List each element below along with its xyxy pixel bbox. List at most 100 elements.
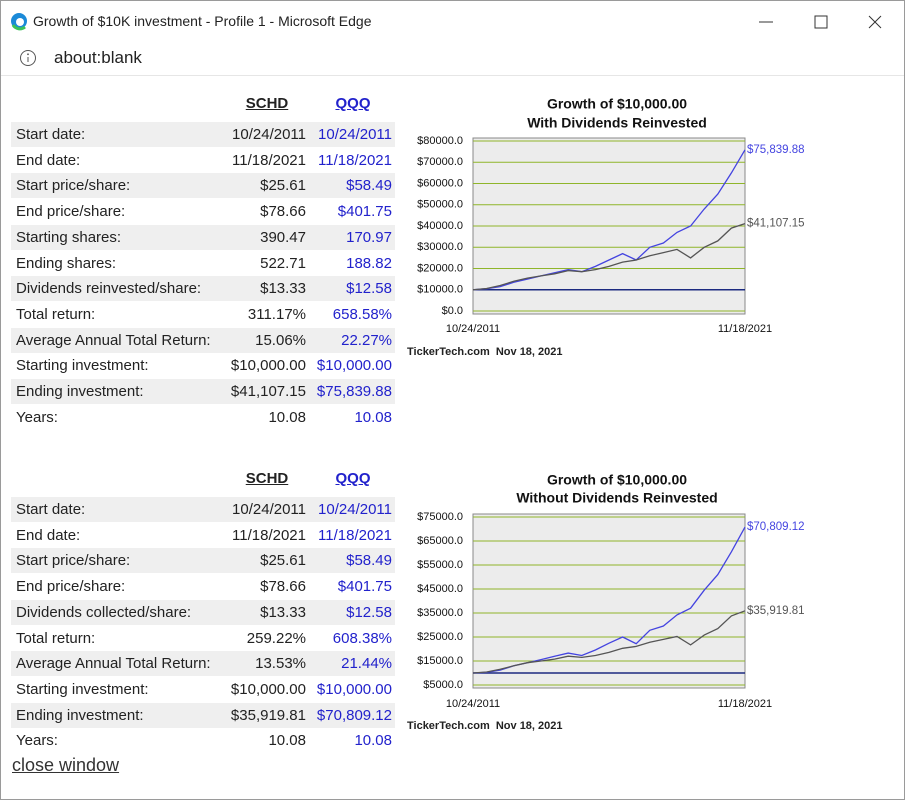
table-row: Average Annual Total Return: 13.53% 21.44% <box>11 651 395 677</box>
y-tick-label: $80000.0 <box>417 135 463 147</box>
table-row: Start price/share: $25.61 $58.49 <box>11 173 395 199</box>
value-label: $41,107.15 <box>747 218 805 230</box>
chart-subtitle: With Dividends Reinvested <box>527 115 707 131</box>
row-label: Total return: <box>16 305 96 323</box>
table-row: Years: 10.08 10.08 <box>11 728 395 754</box>
qqq-value: 170.97 <box>346 228 392 246</box>
schd-value: 10/24/2011 <box>232 501 306 518</box>
table-row: Ending shares: 522.71 188.82 <box>11 250 395 276</box>
qqq-value: $58.49 <box>346 552 392 570</box>
qqq-value: 11/18/2021 <box>318 526 392 544</box>
table-row: Starting investment: $10,000.00 $10,000.00 <box>11 353 395 379</box>
table-row: Dividends collected/share: $13.33 $12.58 <box>11 599 395 625</box>
col-header[interactable]: SCHD <box>245 470 289 487</box>
row-label: Dividends collected/share: <box>16 603 192 621</box>
schd-value: 522.71 <box>260 254 306 272</box>
schd-value: 11/18/2021 <box>232 526 306 544</box>
y-tick-label: $60000.0 <box>417 177 463 189</box>
y-tick-label: $20000.0 <box>417 262 463 274</box>
x-tick-label: 10/24/2011 <box>446 323 500 335</box>
series-line <box>472 610 746 674</box>
schd-value: 11/18/2021 <box>232 151 306 169</box>
series-line <box>472 222 746 291</box>
row-label: Start price/share: <box>16 177 131 195</box>
schd-value: $78.66 <box>260 578 306 596</box>
schd-value: 10.08 <box>268 408 306 426</box>
qqq-value: 10.08 <box>354 408 392 426</box>
qqq-value: 22.27% <box>341 331 392 349</box>
row-label: Starting investment: <box>16 357 149 375</box>
x-tick-label: 11/18/2021 <box>718 698 772 710</box>
qqq-value: $58.49 <box>346 177 392 195</box>
col-header[interactable]: QQQ <box>335 470 371 487</box>
table-row: Start date: 10/24/2011 10/24/2011 <box>11 497 395 522</box>
qqq-value: 10.08 <box>354 732 392 750</box>
schd-value: $78.66 <box>260 203 306 221</box>
schd-value: $35,919.81 <box>230 706 306 724</box>
qqq-value: 188.82 <box>346 254 392 272</box>
close-link[interactable]: close window <box>12 755 120 775</box>
schd-value: 10/24/2011 <box>232 126 306 143</box>
y-tick-label: $5000.0 <box>423 679 463 691</box>
info-icon[interactable] <box>19 49 37 67</box>
table-row: Start price/share: $25.61 $58.49 <box>11 548 395 574</box>
qqq-value: 11/18/2021 <box>318 151 392 169</box>
y-tick-label: $40000.0 <box>417 220 463 232</box>
y-tick-label: $55000.0 <box>417 559 463 571</box>
schd-value: $10,000.00 <box>230 680 306 698</box>
y-tick-label: $15000.0 <box>417 655 463 667</box>
row-label: Years: <box>16 732 58 750</box>
table-row: End price/share: $78.66 $401.75 <box>11 574 395 600</box>
series-line <box>472 149 746 291</box>
row-label: Average Annual Total Return: <box>16 331 211 349</box>
row-label: Ending shares: <box>16 254 117 272</box>
schd-value: 390.47 <box>260 228 306 246</box>
y-tick-label: $45000.0 <box>417 583 463 595</box>
col-header[interactable]: QQQ <box>335 95 371 112</box>
qqq-value: $10,000.00 <box>316 680 392 698</box>
schd-value: 259.22% <box>246 629 306 647</box>
row-label: Dividends reinvested/share: <box>16 280 202 298</box>
value-label: $70,809.12 <box>747 521 805 533</box>
y-tick-label: $35000.0 <box>417 607 463 619</box>
value-label: $35,919.81 <box>747 605 805 617</box>
table-row: Start date: 10/24/2011 10/24/2011 <box>11 122 395 147</box>
table-row: Starting shares: 390.47 170.97 <box>11 224 395 250</box>
schd-value: 10.08 <box>268 732 306 750</box>
qqq-value: 21.44% <box>341 655 392 673</box>
address-text[interactable]: about:blank <box>54 48 142 67</box>
chart-subtitle: Without Dividends Reinvested <box>516 490 717 506</box>
row-label: Start date: <box>16 126 86 143</box>
row-label: Starting shares: <box>16 228 122 246</box>
table-row: Starting investment: $10,000.00 $10,000.00 <box>11 676 395 702</box>
qqq-value: $12.58 <box>346 280 392 298</box>
table-row: Average Annual Total Return: 15.06% 22.27% <box>11 327 395 353</box>
y-tick-label: $70000.0 <box>417 156 463 168</box>
row-label: Ending investment: <box>16 706 144 724</box>
y-tick-label: $0.0 <box>442 305 463 317</box>
col-header[interactable]: SCHD <box>245 95 289 112</box>
table-row: Total return: 311.17% 658.58% <box>11 301 395 327</box>
schd-value: 15.06% <box>255 331 306 349</box>
row-label: Start date: <box>16 501 86 518</box>
qqq-value: 658.58% <box>332 305 392 323</box>
qqq-value: $401.75 <box>337 203 392 221</box>
qqq-value: $70,809.12 <box>316 706 392 724</box>
address-bar: about:blank <box>1 41 904 76</box>
row-label: Ending investment: <box>16 383 144 400</box>
row-label: Start price/share: <box>16 552 131 570</box>
table-row: End price/share: $78.66 $401.75 <box>11 199 395 225</box>
row-label: Starting investment: <box>16 680 149 698</box>
schd-value: $13.33 <box>260 603 306 621</box>
qqq-value: $10,000.00 <box>316 357 392 375</box>
row-label: End price/share: <box>16 203 126 221</box>
table-row: Years: 10.08 10.08 <box>11 404 395 430</box>
plot-area <box>472 513 746 689</box>
window-controls[interactable] <box>741 9 901 35</box>
value-label: $75,839.88 <box>747 144 805 156</box>
y-tick-label: $50000.0 <box>417 199 463 211</box>
title-bar: Growth of $10K investment - Profile 1 - … <box>1 1 904 41</box>
row-label: Average Annual Total Return: <box>16 655 211 673</box>
window-title: Growth of $10K investment - Profile 1 - … <box>33 13 372 29</box>
